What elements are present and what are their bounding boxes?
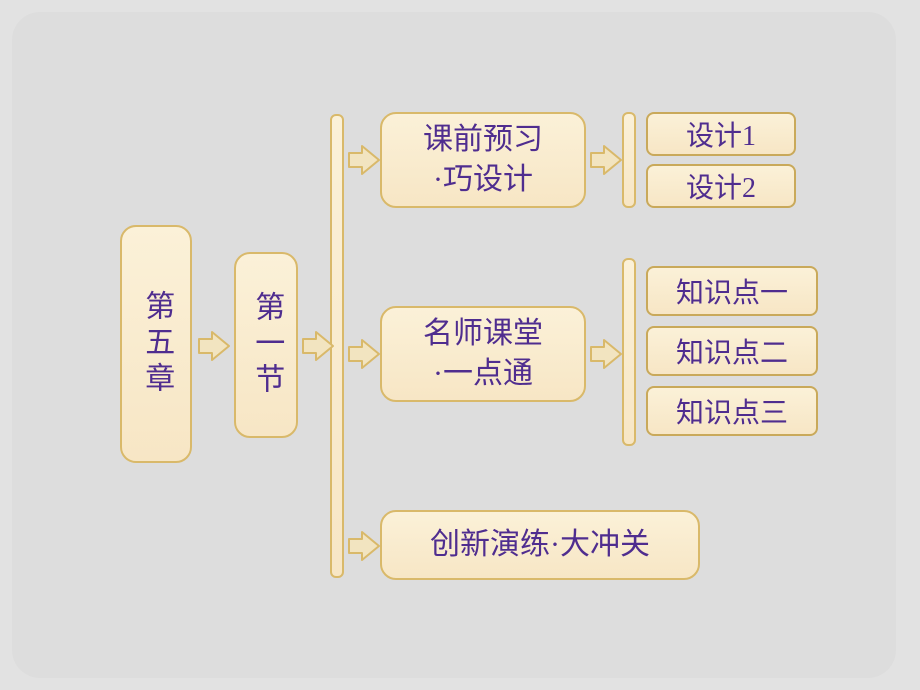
node-label: 创新演练·大冲关 (430, 525, 650, 566)
node-teacher: 名师课堂 ·一点通 (380, 306, 586, 402)
leaf-topic-2: 知识点二 (646, 326, 818, 376)
arrow-icon (196, 328, 232, 364)
node-label: 第一节 (246, 291, 287, 399)
arrow-icon (300, 328, 336, 364)
leaf-label: 设计2 (686, 166, 756, 206)
arrow-icon (588, 336, 624, 372)
node-label: 名师课堂 ·一点通 (423, 314, 543, 395)
leaf-label: 设计1 (686, 114, 756, 154)
leaf-design-1: 设计1 (646, 112, 796, 156)
node-label: 第五章 (136, 290, 177, 398)
vbar-preview (622, 112, 636, 208)
leaf-label: 知识点三 (676, 391, 788, 431)
arrow-icon (346, 142, 382, 178)
node-preview: 课前预习 ·巧设计 (380, 112, 586, 208)
arrow-icon (346, 528, 382, 564)
node-chapter: 第五章 (120, 225, 192, 463)
leaf-label: 知识点二 (676, 331, 788, 371)
arrow-icon (588, 142, 624, 178)
node-practice: 创新演练·大冲关 (380, 510, 700, 580)
leaf-design-2: 设计2 (646, 164, 796, 208)
vbar-teacher (622, 258, 636, 446)
leaf-topic-1: 知识点一 (646, 266, 818, 316)
leaf-label: 知识点一 (676, 271, 788, 311)
flow-diagram: 第五章 第一节 课前预习 ·巧设计 名师课堂 ·一点通 创新演练·大冲关 设计1… (0, 0, 920, 690)
node-section: 第一节 (234, 252, 298, 438)
leaf-topic-3: 知识点三 (646, 386, 818, 436)
arrow-icon (346, 336, 382, 372)
node-label: 课前预习 ·巧设计 (423, 120, 543, 201)
